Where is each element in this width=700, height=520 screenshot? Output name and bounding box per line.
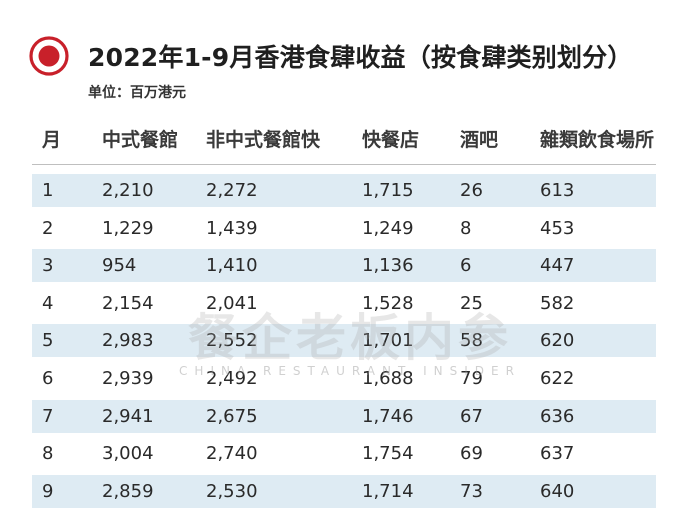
cell-bars: 79: [460, 367, 483, 389]
cell-fast-food: 1,714: [362, 480, 414, 502]
table-row: 7 2,941 2,675 1,746 67 636: [32, 399, 656, 433]
cell-bars: 67: [460, 405, 483, 427]
cell-month: 3: [42, 255, 54, 277]
cell-chinese-restaurants: 3,004: [102, 443, 154, 465]
cell-bars: 73: [460, 480, 483, 502]
cell-fast-food: 1,136: [362, 255, 414, 277]
cell-chinese-restaurants: 2,939: [102, 367, 154, 389]
table-row: 1 2,210 2,272 1,715 26 613: [32, 174, 656, 207]
table-row: 3 954 1,410 1,136 6 447: [32, 249, 656, 283]
cell-bars: 6: [460, 255, 472, 277]
cell-non-chinese-restaurants: 2,272: [206, 180, 258, 201]
cell-misc-eating-places: 640: [540, 480, 575, 502]
cell-non-chinese-restaurants: 2,740: [206, 443, 258, 465]
table-row: 5 2,983 2,552 1,701 58 620: [32, 324, 656, 358]
cell-non-chinese-restaurants: 2,675: [206, 405, 258, 427]
cell-month: 6: [42, 367, 54, 389]
header-divider: [32, 164, 656, 165]
header-misc-eating-places: 雜類飲食場所: [540, 128, 655, 151]
cell-fast-food: 1,249: [362, 217, 414, 239]
cell-bars: 58: [460, 330, 483, 352]
cell-misc-eating-places: 620: [540, 330, 575, 352]
table-body: 1 2,210 2,272 1,715 26 613 2 1,229 1,439 1,249 8 45…: [32, 174, 656, 508]
cell-month: 7: [42, 405, 54, 427]
cell-fast-food: 1,688: [362, 367, 414, 389]
cell-non-chinese-restaurants: 2,552: [206, 330, 258, 352]
cell-fast-food: 1,701: [362, 330, 414, 352]
cell-month: 8: [42, 443, 54, 465]
table-row: 8 3,004 2,740 1,754 69 637: [32, 437, 656, 470]
cell-misc-eating-places: 637: [540, 443, 575, 465]
cell-month: 4: [42, 292, 54, 314]
header-chinese-restaurants: 中式餐館: [102, 128, 179, 151]
cell-misc-eating-places: 622: [540, 367, 575, 389]
cell-month: 9: [42, 480, 54, 502]
cell-non-chinese-restaurants: 2,492: [206, 367, 258, 389]
cell-chinese-restaurants: 2,941: [102, 405, 154, 427]
revenue-table: 月 中式餐館 非中式餐館快 快餐店 酒吧 雜類飲食場所 1 2,210 2,272 1…: [32, 118, 656, 512]
cell-month: 5: [42, 330, 54, 352]
unit-label: 单位：百万港元: [88, 85, 186, 101]
cell-bars: 69: [460, 443, 483, 465]
cell-non-chinese-restaurants: 2,041: [206, 292, 258, 314]
table-header: 月 中式餐館 非中式餐館快 快餐店 酒吧 雜類飲食場所: [32, 118, 656, 158]
cell-misc-eating-places: 582: [540, 292, 575, 314]
cell-bars: 25: [460, 292, 483, 314]
header-month: 月: [42, 128, 62, 151]
cell-chinese-restaurants: 1,229: [102, 217, 154, 239]
chart-title: 2022年1-9月香港食肆收益（按食肆类别划分）: [88, 43, 633, 72]
cell-non-chinese-restaurants: 1,439: [206, 217, 258, 239]
cell-fast-food: 1,528: [362, 292, 414, 314]
table-row: 2 1,229 1,439 1,249 8 453: [32, 212, 656, 245]
cell-fast-food: 1,746: [362, 405, 414, 427]
target-logo-icon: [29, 36, 69, 76]
table-row: 9 2,859 2,530 1,714 73 640: [32, 474, 656, 508]
cell-chinese-restaurants: 2,210: [102, 180, 154, 201]
cell-non-chinese-restaurants: 1,410: [206, 255, 258, 277]
header-fast-food: 快餐店: [362, 128, 420, 151]
cell-chinese-restaurants: 2,154: [102, 292, 154, 314]
cell-month: 2: [42, 217, 54, 239]
cell-bars: 26: [460, 180, 483, 201]
cell-non-chinese-restaurants: 2,530: [206, 480, 258, 502]
cell-fast-food: 1,754: [362, 443, 414, 465]
cell-chinese-restaurants: 954: [102, 255, 137, 277]
cell-bars: 8: [460, 217, 472, 239]
header-non-chinese-restaurants: 非中式餐館快: [206, 128, 321, 151]
table-row: 4 2,154 2,041 1,528 25 582: [32, 287, 656, 320]
cell-misc-eating-places: 447: [540, 255, 575, 277]
cell-misc-eating-places: 453: [540, 217, 575, 239]
header-bars: 酒吧: [460, 128, 499, 151]
cell-misc-eating-places: 636: [540, 405, 575, 427]
cell-chinese-restaurants: 2,983: [102, 330, 154, 352]
table-row: 6 2,939 2,492 1,688 79 622: [32, 362, 656, 395]
cell-misc-eating-places: 613: [540, 180, 575, 201]
cell-fast-food: 1,715: [362, 180, 414, 201]
cell-chinese-restaurants: 2,859: [102, 480, 154, 502]
cell-month: 1: [42, 180, 54, 201]
